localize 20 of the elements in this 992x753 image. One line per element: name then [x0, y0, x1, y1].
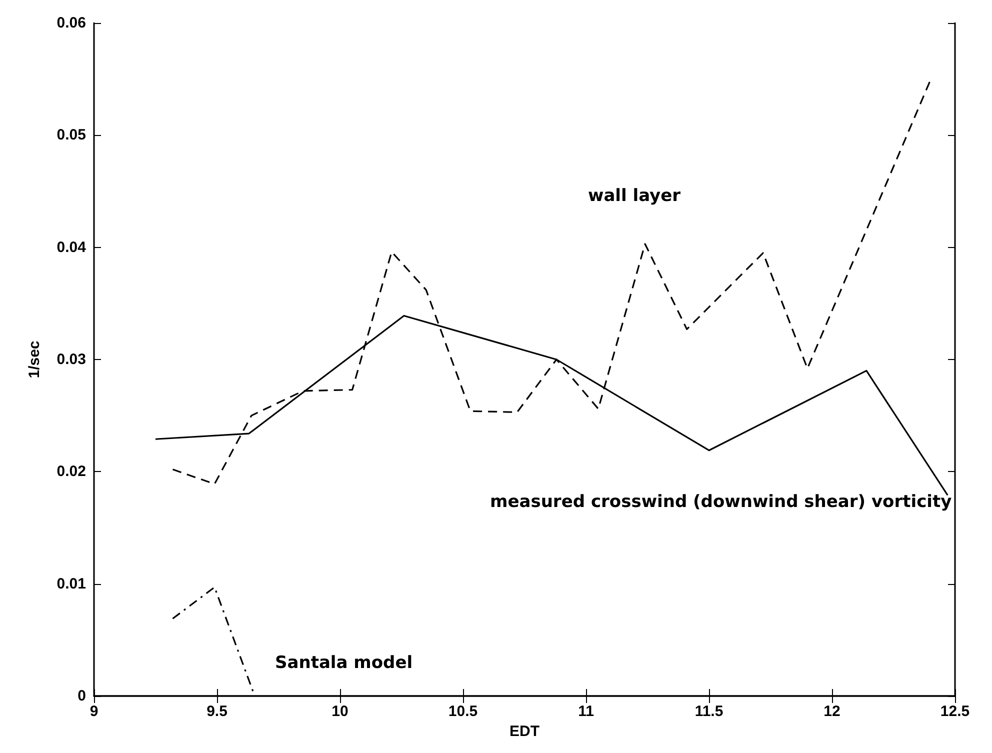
series-label: Santala model: [275, 653, 413, 673]
x-tick-label: 11: [578, 703, 594, 720]
x-tick-label: 11.5: [694, 703, 724, 720]
y-tick-label: 0.03: [56, 351, 86, 368]
y-tick-label: 0: [78, 688, 86, 704]
x-tick-label: 9: [90, 703, 98, 720]
series-label: measured crosswind (downwind shear) vorticity: [490, 492, 952, 512]
y-tick-label: 0.04: [56, 238, 87, 256]
y-axis-title: 1/sec: [26, 340, 43, 378]
x-tick-label: 10.5: [448, 703, 478, 720]
text: wall layer: [588, 186, 682, 206]
x-axis-title: EDT: [510, 722, 540, 740]
x-tick-label: 12.5: [940, 703, 970, 720]
x-tick-label: 9.5: [206, 703, 228, 720]
x-tick-label: 12: [824, 703, 840, 720]
y-tick-label: 0.01: [56, 575, 86, 592]
y-tick-label: 0.02: [56, 463, 86, 480]
y-tick-label: 0.06: [56, 14, 86, 32]
x-tick-label: 10: [332, 703, 348, 720]
y-tick-label: 0.05: [56, 126, 86, 144]
